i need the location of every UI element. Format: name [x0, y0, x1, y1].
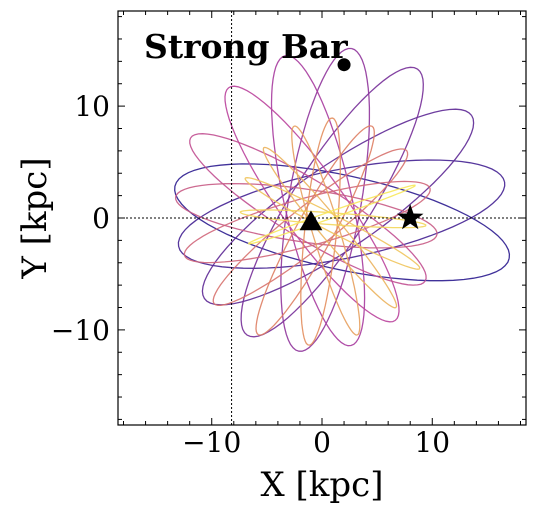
- orbit-loop: [270, 54, 366, 347]
- x-tick-label: 10: [414, 426, 450, 459]
- orbit-loop: [239, 209, 427, 229]
- orbit-loop: [189, 133, 427, 286]
- orbit-loop: [244, 177, 421, 270]
- orbit-loop: [174, 182, 438, 249]
- x-axis-label: X [kpc]: [261, 465, 384, 505]
- orbit-loop: [291, 125, 361, 336]
- chart-title: Strong Bar: [144, 27, 348, 66]
- orbit-series: [174, 47, 511, 352]
- axis-ticks: [118, 11, 526, 425]
- y-tick-label: 10: [74, 90, 110, 123]
- circle-marker: [337, 58, 351, 72]
- markers: [299, 58, 424, 231]
- orbit-loop: [201, 108, 475, 306]
- triangle-marker: [299, 210, 323, 231]
- orbit-loop: [183, 180, 431, 264]
- orbit-loop: [280, 47, 371, 352]
- orbit-loop: [300, 117, 341, 346]
- x-tick-label: −10: [182, 426, 241, 459]
- star-marker: [396, 204, 424, 230]
- tick-labels: −10 0 10 −10 0 10: [51, 90, 450, 459]
- orbit-loop: [177, 159, 506, 269]
- y-axis-label: Y [kpc]: [15, 157, 55, 279]
- x-tick-label: 0: [313, 426, 331, 459]
- orbit-loop: [240, 66, 424, 338]
- orbit-loop: [247, 184, 416, 245]
- orbit-loop: [212, 148, 409, 306]
- y-tick-label: 0: [92, 202, 110, 235]
- orbit-loop: [262, 146, 398, 309]
- y-tick-label: −10: [51, 314, 110, 347]
- reference-lines: [118, 11, 526, 425]
- orbit-loop: [174, 163, 511, 282]
